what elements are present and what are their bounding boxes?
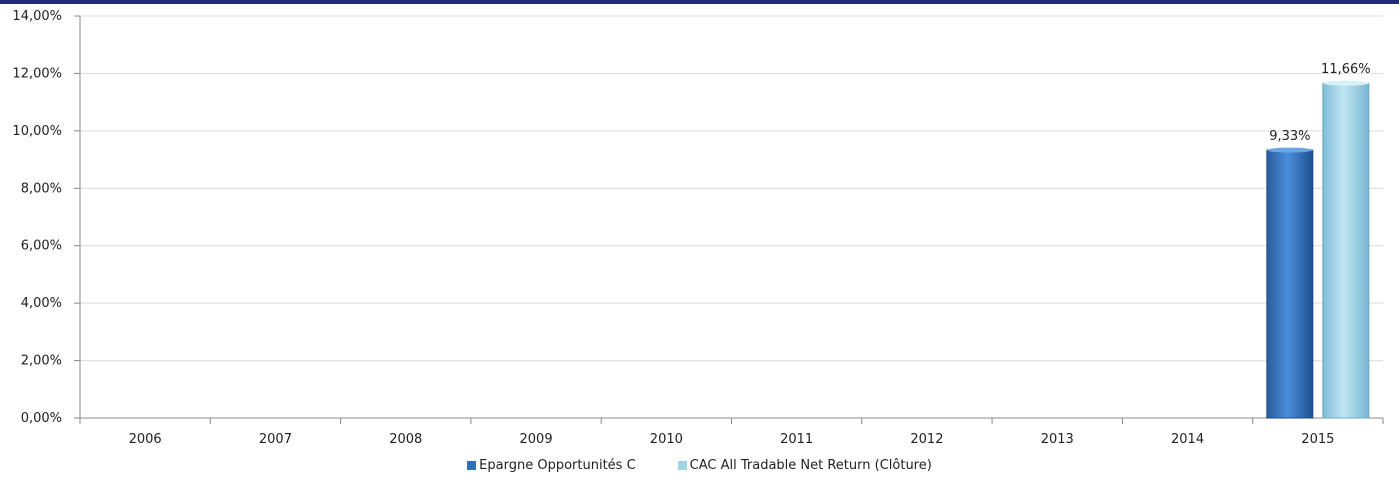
- bar-chart: 0,00% 2,00% 4,00% 6,00% 8,00% 10,00% 12,00% 14,…: [12, 9, 1384, 447]
- x-tick-labels: 2006 2007 2008 2009 2010 2011 2012 2013 2014 2015: [129, 432, 1335, 447]
- y-tick-label: 0,00%: [21, 411, 62, 426]
- data-label: 9,33%: [1269, 129, 1310, 144]
- y-tick-label: 4,00%: [21, 296, 62, 311]
- data-label: 11,66%: [1321, 62, 1371, 77]
- bar-cap: [1266, 147, 1313, 153]
- x-tick-label: 2009: [520, 432, 553, 447]
- x-tick-label: 2011: [780, 432, 813, 447]
- legend-item-epargne: Epargne Opportunités C: [467, 458, 636, 473]
- bar-cap: [1322, 80, 1369, 86]
- x-tick-label: 2013: [1041, 432, 1074, 447]
- x-tick-label: 2015: [1301, 432, 1334, 447]
- bar-cac-2015: [1322, 82, 1370, 419]
- legend-item-cac: CAC All Tradable Net Return (Clôture): [677, 458, 932, 473]
- x-tick-label: 2006: [129, 432, 162, 447]
- gridlines: [80, 15, 1383, 362]
- legend-swatch-epargne: [467, 461, 477, 470]
- y-tick-label: 14,00%: [12, 9, 62, 24]
- x-tick-label: 2010: [650, 432, 683, 447]
- y-tick-label: 6,00%: [21, 239, 62, 254]
- top-rule: [0, 0, 1399, 4]
- x-tick-label: 2007: [259, 432, 292, 447]
- y-tick-label: 2,00%: [21, 354, 62, 369]
- x-tick-label: 2008: [389, 432, 422, 447]
- legend-swatch-cac: [677, 461, 687, 470]
- y-tick-label: 12,00%: [12, 66, 62, 81]
- y-tick-label: 8,00%: [21, 181, 62, 196]
- legend: Epargne Opportunités C CAC All Tradable …: [0, 458, 1399, 473]
- bars: [1266, 80, 1370, 419]
- y-tick-label: 10,00%: [12, 124, 62, 139]
- legend-label-epargne: Epargne Opportunités C: [479, 458, 636, 473]
- axes: [74, 15, 1384, 424]
- bar-epargne-2015: [1266, 149, 1314, 419]
- data-labels: 9,33% 11,66%: [1269, 62, 1370, 144]
- x-tick-label: 2014: [1171, 432, 1204, 447]
- legend-label-cac: CAC All Tradable Net Return (Clôture): [689, 458, 932, 473]
- x-tick-label: 2012: [910, 432, 943, 447]
- y-tick-labels: 0,00% 2,00% 4,00% 6,00% 8,00% 10,00% 12,00% 14,…: [12, 9, 62, 426]
